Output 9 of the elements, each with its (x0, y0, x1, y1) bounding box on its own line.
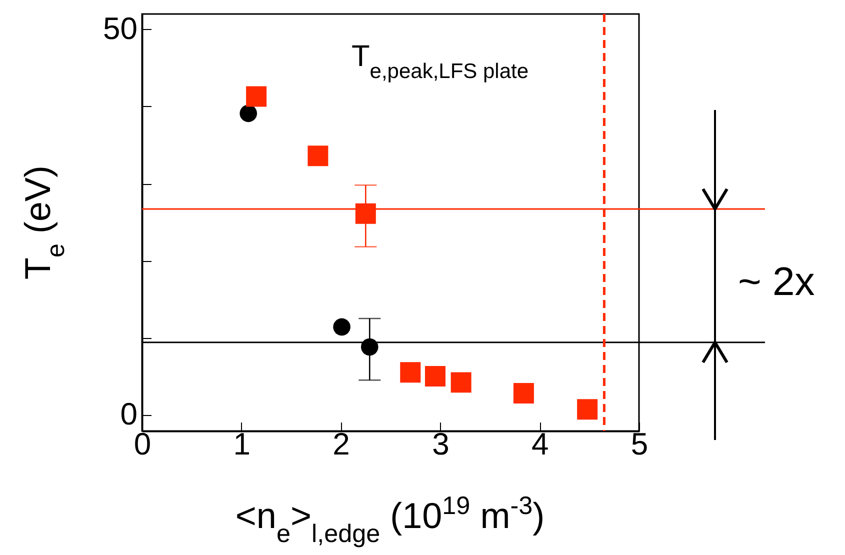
text: T$_{e,peak,LFS plate}$ (351, 40, 529, 82)
x-tick-label: 2 (332, 426, 350, 462)
x-tick-label: 1 (233, 426, 251, 462)
x-tick-label: 5 (630, 426, 648, 462)
text: ~ 2x (738, 260, 815, 304)
x-tick-label: 3 (432, 426, 450, 462)
x-tick-label: 4 (531, 426, 549, 462)
y-tick-label: 50 (103, 10, 138, 46)
text: <n$_{e}$>$_{l,edge}$ (10$^{19}$ m$^{-3}$) (235, 492, 545, 548)
